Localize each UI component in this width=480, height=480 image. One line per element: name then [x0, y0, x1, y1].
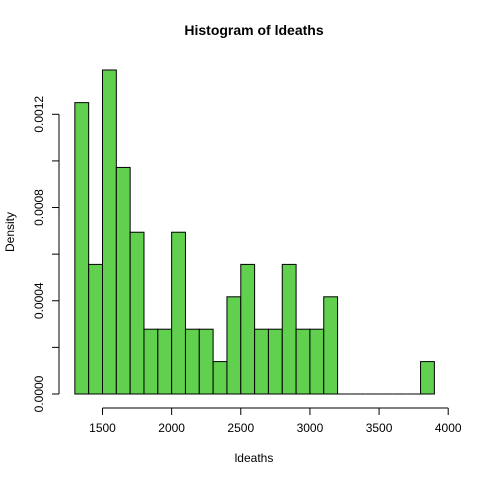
histogram-bar [420, 361, 435, 395]
chart-title: Histogram of ldeaths [184, 22, 323, 38]
x-tick-label: 2500 [227, 421, 254, 435]
histogram-bar [115, 166, 131, 395]
x-tick-label: 3000 [297, 421, 324, 435]
histogram-bar [184, 328, 200, 395]
y-axis: 0.0000 0.0004 0.0008 0.0012 [32, 96, 60, 412]
histogram-bar [198, 328, 214, 395]
histogram-bar [74, 102, 90, 395]
y-tick-label: 0.0012 [32, 96, 46, 133]
bars-group [74, 69, 435, 395]
histogram-bar [171, 231, 186, 395]
histogram-bar [129, 231, 145, 395]
histogram-bar [226, 296, 242, 395]
histogram-bar [309, 328, 325, 395]
x-tick-label: 1500 [89, 421, 116, 435]
y-tick-label: 0.0008 [32, 189, 46, 226]
histogram-bar [281, 263, 297, 395]
x-axis: 1500 2000 2500 3000 3500 4000 [89, 407, 462, 435]
histogram-bar [240, 263, 256, 395]
histogram-bar [295, 328, 311, 395]
y-tick-label: 0.0000 [32, 375, 46, 412]
x-tick-label: 3500 [366, 421, 393, 435]
y-tick-label: 0.0004 [32, 282, 46, 319]
x-tick-label: 4000 [435, 421, 462, 435]
y-axis-label: Density [3, 212, 17, 252]
histogram-bar [323, 296, 339, 395]
x-axis-label: ldeaths [235, 451, 274, 465]
x-tick-label: 2000 [158, 421, 185, 435]
histogram-bar [88, 263, 103, 395]
histogram-bar [157, 328, 173, 395]
histogram-bar [254, 328, 269, 395]
histogram-bar [212, 361, 228, 395]
histogram-bar [267, 328, 283, 395]
histogram-bar [143, 328, 159, 395]
histogram-bar [102, 69, 117, 395]
